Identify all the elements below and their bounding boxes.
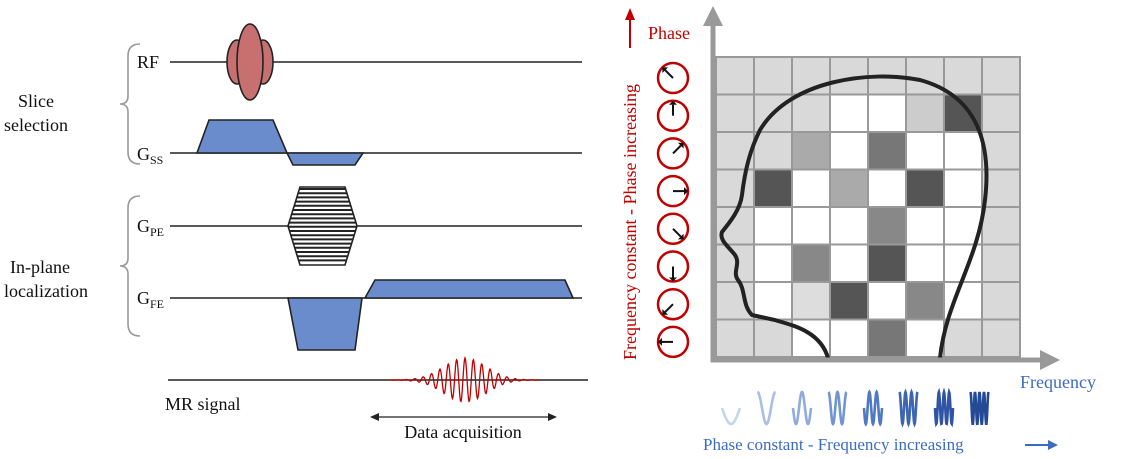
kspace-cell (982, 245, 1020, 283)
kspace-cell (982, 57, 1020, 95)
kspace-cell (830, 170, 868, 208)
kspace-cell (754, 132, 792, 170)
phase-label: Phase (648, 23, 690, 43)
phase-circles (658, 63, 688, 357)
group-label: Slice (18, 91, 54, 111)
kspace-cell (868, 132, 906, 170)
frequency-wave (758, 392, 776, 424)
pulse-sequence (120, 24, 588, 421)
kspace-cell (830, 95, 868, 133)
gss-label: GSS (137, 144, 163, 167)
frequency-wave (864, 392, 882, 424)
gss-rephase (287, 153, 363, 165)
kspace-cell (868, 320, 906, 358)
kspace-cell (716, 95, 754, 133)
frequency-wave (722, 408, 740, 424)
kspace-cell (754, 282, 792, 320)
kspace-cell (830, 132, 868, 170)
kspace-cell (716, 282, 754, 320)
kspace-cell (906, 282, 944, 320)
kspace-cell (906, 132, 944, 170)
kspace-cell (868, 170, 906, 208)
kspace-cell (754, 170, 792, 208)
gpe-table (288, 187, 357, 265)
gfe-readout (365, 280, 573, 298)
arrow-head (625, 8, 635, 20)
kspace-cell (830, 245, 868, 283)
frequency-label: Frequency (1020, 372, 1096, 392)
kspace-cell (868, 245, 906, 283)
kspace-cell (716, 320, 754, 358)
gfe-prephase (288, 298, 362, 350)
arrow-head (370, 413, 379, 421)
kspace-cell (792, 170, 830, 208)
gfe-label: GFE (137, 288, 164, 311)
kspace-cell (830, 282, 868, 320)
kspace-cell (716, 170, 754, 208)
gpe-label: GPE (137, 216, 164, 239)
acq-label: Data acquisition (404, 422, 521, 442)
kspace-cell (982, 207, 1020, 245)
kspace-cell (792, 282, 830, 320)
kspace-cell (982, 95, 1020, 133)
group-label: selection (4, 115, 68, 135)
kspace-cell (906, 320, 944, 358)
kspace-cell (792, 95, 830, 133)
kspace-cell (830, 207, 868, 245)
frequency-caption: Phase constant - Frequency increasing (703, 435, 964, 454)
frequency-waves (722, 392, 989, 424)
frequency-wave (793, 392, 811, 424)
kspace-cell (906, 245, 944, 283)
kspace-cell (944, 170, 982, 208)
arrow-head (703, 6, 723, 26)
kspace-cell (944, 57, 982, 95)
kspace-cell (754, 245, 792, 283)
phase-caption: Frequency constant - Phase increasing (620, 84, 640, 360)
signal-label: MR signal (165, 394, 241, 414)
kspace-cell (792, 245, 830, 283)
kspace-cell (868, 95, 906, 133)
rf-lobe (237, 24, 263, 100)
kspace-cell (944, 320, 982, 358)
rf-label: RF (137, 52, 159, 72)
frequency-wave (971, 392, 989, 424)
arrow-head (548, 413, 557, 421)
kspace-cell (716, 57, 754, 95)
kspace-cell (982, 282, 1020, 320)
gss-lobe (197, 120, 287, 153)
group-label: localization (4, 281, 88, 301)
kspace-cell (868, 282, 906, 320)
kspace-cell (830, 320, 868, 358)
kspace-grid (716, 57, 1020, 357)
kspace-cell (792, 132, 830, 170)
kspace-cell (944, 132, 982, 170)
kspace-cell (982, 320, 1020, 358)
group-label: In-plane (10, 257, 70, 277)
kspace-cell (906, 95, 944, 133)
kspace-cell (906, 170, 944, 208)
kspace-cell (754, 207, 792, 245)
frequency-wave (829, 392, 847, 424)
kspace-cell (906, 207, 944, 245)
kspace-cell (792, 207, 830, 245)
arrow-head (1048, 440, 1058, 450)
frequency-wave (900, 392, 918, 424)
kspace-cell (868, 207, 906, 245)
frequency-wave (935, 392, 953, 424)
arrow-head (1040, 350, 1060, 370)
diagram: RF GSS GPE GFE MR signal Slice selection… (0, 0, 1124, 459)
kspace-cell (754, 57, 792, 95)
